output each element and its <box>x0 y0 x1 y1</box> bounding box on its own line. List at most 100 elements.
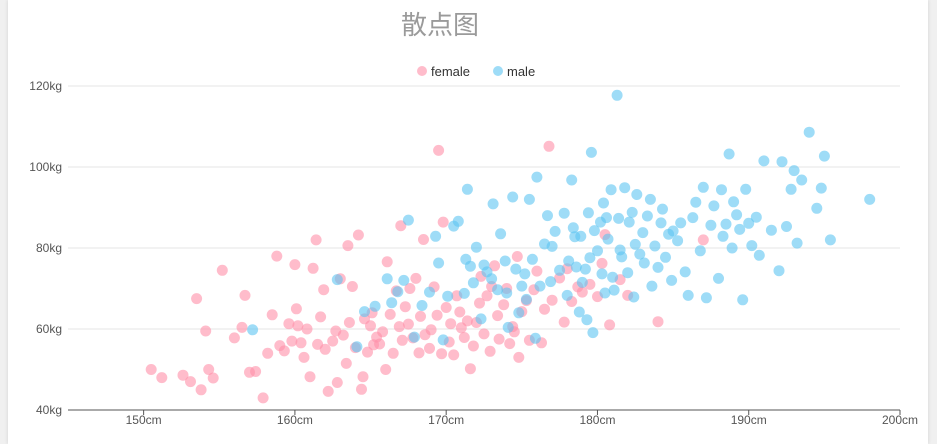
scatter-chart: 散点图 40kg 60kg 80kg 100kg 120kg 150cm 160cm 170c… <box>29 11 918 427</box>
female-point <box>511 251 523 262</box>
male-point <box>716 184 727 196</box>
male-point <box>672 235 684 247</box>
legend-item-male[interactable]: male <box>493 64 535 79</box>
male-point <box>667 225 679 237</box>
female-point <box>381 256 393 268</box>
male-point <box>791 237 803 249</box>
female-point <box>228 332 240 344</box>
female-point <box>362 346 373 358</box>
female-point <box>546 294 558 306</box>
male-point <box>599 287 611 299</box>
male-point <box>815 182 827 194</box>
male-point <box>607 271 619 283</box>
male-point <box>697 181 709 193</box>
female-point <box>399 301 411 313</box>
male-point <box>582 207 594 219</box>
male-point <box>743 217 755 229</box>
male-point <box>566 174 578 186</box>
female-point <box>327 335 339 347</box>
male-point <box>523 193 535 205</box>
female-point <box>357 371 369 383</box>
male-point <box>646 280 658 292</box>
male-point <box>737 294 749 306</box>
male-point <box>433 257 445 269</box>
male-point <box>351 341 363 353</box>
x-tick-label: 160cm <box>277 413 313 427</box>
female-point <box>424 342 435 354</box>
female-point <box>387 347 399 359</box>
x-tick-label: 200cm <box>882 413 918 427</box>
y-tick-label: 120kg <box>29 79 62 93</box>
female-point <box>290 303 302 315</box>
female-point <box>292 320 304 332</box>
male-point <box>734 223 746 235</box>
male-point <box>765 224 777 236</box>
female-point <box>418 234 429 245</box>
male-point <box>649 240 661 252</box>
female-point <box>393 321 405 333</box>
female-point <box>384 308 396 320</box>
male-point <box>554 264 566 276</box>
female-point <box>513 351 525 363</box>
female-point <box>436 348 448 360</box>
female-point <box>286 335 298 347</box>
male-point <box>461 183 473 195</box>
female-point <box>278 345 290 357</box>
female-point <box>318 284 330 296</box>
male-point <box>579 263 591 275</box>
male-point <box>623 216 635 228</box>
male-point <box>575 230 587 242</box>
male-point <box>864 193 876 205</box>
legend-label: male <box>507 64 535 79</box>
female-point <box>431 309 443 321</box>
female-point <box>493 333 505 345</box>
female-point <box>185 376 196 388</box>
data-points <box>145 89 876 404</box>
male-point <box>516 280 528 292</box>
male-point <box>713 272 724 284</box>
male-point <box>629 238 641 250</box>
female-point <box>395 220 407 232</box>
female-point <box>322 385 334 397</box>
male-point <box>542 210 553 222</box>
male-point <box>467 277 479 289</box>
legend-item-female[interactable]: female <box>417 64 470 79</box>
male-point <box>622 267 634 279</box>
series-female <box>145 140 709 404</box>
male-point <box>628 291 640 303</box>
male-point <box>616 251 628 263</box>
male-point <box>458 287 470 299</box>
female-point <box>298 351 310 363</box>
female-point <box>337 329 349 341</box>
male-point <box>561 289 573 301</box>
male-point <box>776 156 788 168</box>
male-point <box>611 89 623 101</box>
female-point <box>156 372 168 384</box>
male-point <box>682 289 694 301</box>
female-point <box>396 334 408 346</box>
male-point <box>758 155 770 167</box>
female-point <box>464 363 476 375</box>
male-point <box>613 212 625 224</box>
male-point <box>726 242 738 254</box>
male-point <box>534 280 546 292</box>
male-point <box>584 252 596 264</box>
female-point <box>295 337 307 349</box>
series-male <box>247 89 876 353</box>
female-point <box>207 372 219 384</box>
female-point <box>458 332 470 343</box>
female-point <box>489 260 501 272</box>
male-point <box>644 193 656 205</box>
male-point <box>728 196 740 208</box>
male-point <box>796 174 808 186</box>
male-point <box>526 253 538 265</box>
female-point <box>474 297 485 309</box>
female-point <box>271 250 283 262</box>
male-point <box>638 257 650 269</box>
male-point <box>723 148 735 160</box>
legend[interactable]: female male <box>417 64 535 79</box>
male-point <box>631 189 643 200</box>
male-point <box>601 212 612 224</box>
x-tick-label: 170cm <box>428 413 464 427</box>
male-point <box>803 126 815 138</box>
